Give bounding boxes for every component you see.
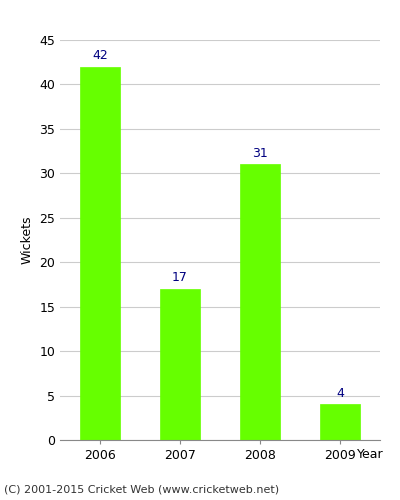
Bar [320,404,360,440]
Bar [240,164,280,440]
Text: 42: 42 [92,49,108,62]
Text: 17: 17 [172,272,188,284]
Text: (C) 2001-2015 Cricket Web (www.cricketweb.net): (C) 2001-2015 Cricket Web (www.cricketwe… [4,485,279,495]
Bar [160,289,200,440]
Text: 4: 4 [336,387,344,400]
Text: 31: 31 [252,147,268,160]
Text: Year: Year [357,448,384,460]
Y-axis label: Wickets: Wickets [21,216,34,264]
Bar [80,66,120,440]
